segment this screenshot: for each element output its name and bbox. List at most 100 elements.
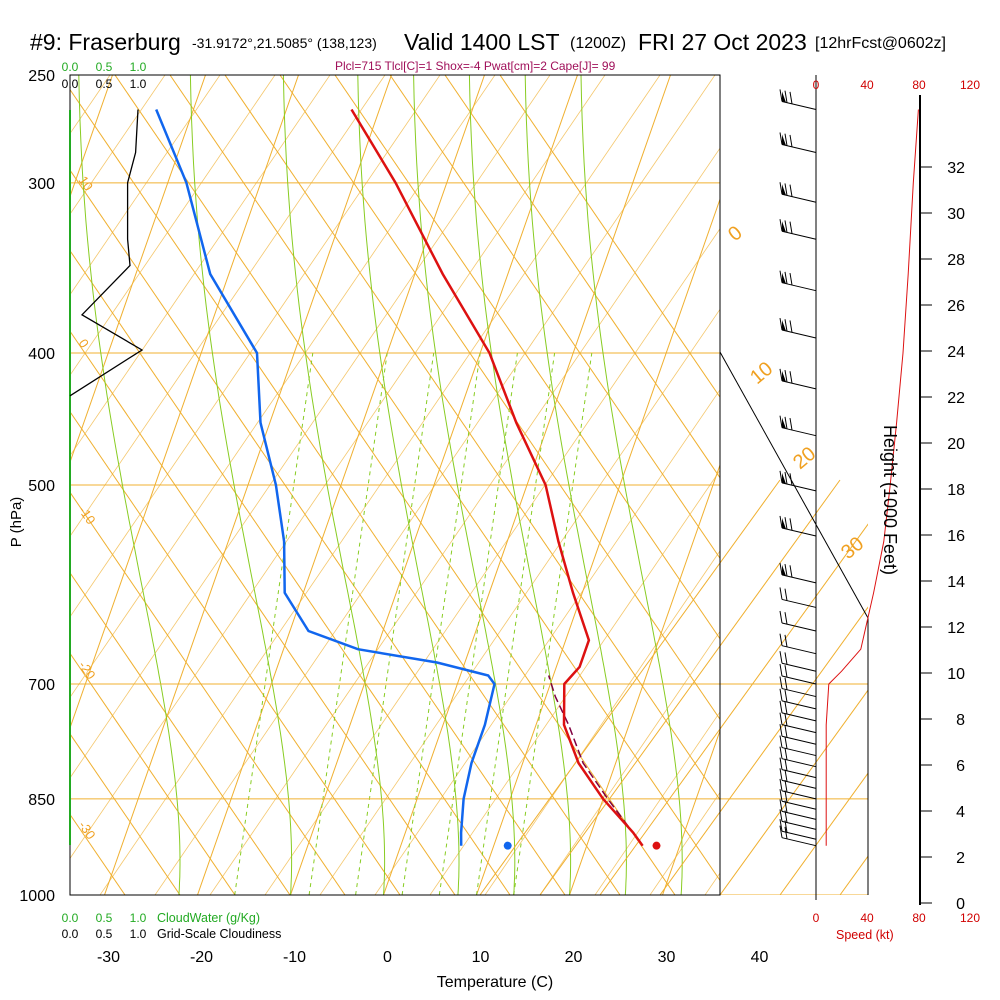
wind-barb-pennant xyxy=(782,370,786,382)
wind-barb-feather xyxy=(779,219,783,232)
wind-barb-feather xyxy=(779,700,783,713)
wind-barb-feather xyxy=(779,317,783,331)
wind-envelope-line xyxy=(719,351,869,619)
wind-barb xyxy=(781,747,817,757)
wind-barb-feather xyxy=(789,273,793,286)
wind-barb-feather xyxy=(789,221,793,234)
wind-barb-feather xyxy=(779,270,783,283)
temperature-tick-label: -20 xyxy=(190,949,213,966)
moist-diag-line xyxy=(70,75,166,215)
wind-barb xyxy=(781,144,817,153)
wind-barb xyxy=(781,427,817,437)
valid-date: FRI 27 Oct 2023 xyxy=(638,29,807,55)
ext-line xyxy=(599,523,868,895)
dry-adiabat-line xyxy=(70,330,456,895)
isotherm-line xyxy=(0,75,20,895)
pressure-tick-label: 400 xyxy=(28,346,55,363)
wind-barb-feather xyxy=(789,320,793,333)
station-title: #9: Fraserburg xyxy=(30,29,181,55)
height-tick-label: 16 xyxy=(947,528,965,545)
temperature-profile xyxy=(350,108,644,847)
isotherm-line xyxy=(197,75,485,895)
wind-barb-feather xyxy=(779,809,783,822)
cloudiness-tick: 0.5 xyxy=(96,927,113,941)
moist-diag-line xyxy=(319,308,720,895)
cloud-ticks-top: 0.0 0.0 0.5 0.5 1.0 1.0 xyxy=(62,60,147,845)
moist-diag-line xyxy=(154,75,716,895)
wind-barb-feather xyxy=(784,725,788,738)
wind-barb-feather xyxy=(779,651,783,664)
height-tick-label: 6 xyxy=(956,758,965,775)
moist-diag-line xyxy=(539,630,720,895)
moist-adiabat-line xyxy=(580,75,683,895)
height-tick-label: 24 xyxy=(947,344,965,361)
wind-barb-feather xyxy=(784,790,788,803)
wind-barb xyxy=(781,700,817,710)
wind-barb-feather xyxy=(779,676,783,689)
moist-diag-line xyxy=(70,75,606,860)
wind-barb-feather xyxy=(784,90,788,103)
wind-barb-feather xyxy=(779,688,783,701)
stability-indices: Plcl=715 Tlcl[C]=1 Shox=-4 Pwat[cm]=2 Ca… xyxy=(335,59,616,73)
wind-barb-feather xyxy=(784,800,788,813)
wind-barb-feather xyxy=(779,562,783,575)
wind-barb xyxy=(781,282,817,292)
wind-barb-feather xyxy=(789,91,793,104)
moist-diag-line xyxy=(70,75,221,296)
wind-barb-feather xyxy=(779,415,783,428)
wind-barb-feather xyxy=(784,689,788,703)
wind-barb-feather xyxy=(784,588,788,601)
wind-barb-feather xyxy=(779,182,783,195)
mixing-ratio-label: 5 xyxy=(415,900,432,914)
wind-barb-feather xyxy=(784,517,788,530)
mixing-ratio-line xyxy=(401,352,481,895)
wind-barb-pennant xyxy=(782,134,786,146)
wind-barb-feather xyxy=(789,184,793,197)
wind-barb xyxy=(781,230,817,240)
moist-diag-line xyxy=(70,75,551,779)
wind-barb-pennant xyxy=(782,472,786,484)
wind-barb-feather xyxy=(779,663,783,677)
wind-barb-feather xyxy=(779,819,783,832)
wind-barb xyxy=(781,837,817,847)
wind-barb-feather xyxy=(784,736,788,749)
temperature-tick-label: 10 xyxy=(472,949,490,966)
cloud-water-tick: 1.0 xyxy=(130,911,147,925)
dry-adiabat-line xyxy=(70,491,346,895)
cloudiness-tick: 1.0 xyxy=(130,927,147,941)
dry-adiabat-line xyxy=(114,75,676,895)
wind-barb xyxy=(781,779,817,789)
cloudiness-tick: 0.0 xyxy=(62,927,79,941)
pressure-tick-label: 250 xyxy=(28,68,55,85)
ext-line xyxy=(479,479,781,895)
wind-barb xyxy=(781,482,817,492)
pressure-tick-label: 500 xyxy=(28,478,55,495)
speed-tick-label: 0 xyxy=(813,911,820,925)
dewpoint-profile xyxy=(155,109,496,846)
height-tick-label: 18 xyxy=(947,482,965,499)
wind-barb-feather xyxy=(789,134,793,147)
wind-barb xyxy=(781,830,817,840)
wind-barb-feather xyxy=(784,677,788,690)
wind-panel: 0040408080120120024681012141618202224262… xyxy=(719,75,980,925)
dry-adiabat-line xyxy=(70,410,401,895)
height-tick-label: 20 xyxy=(947,436,965,453)
cloud-water-tick: 0.5 xyxy=(96,60,113,74)
wind-barb-feather xyxy=(784,220,788,233)
isotherm-label: 10 xyxy=(76,173,97,193)
wind-barb-pennant xyxy=(782,517,786,529)
ext-line xyxy=(719,689,868,895)
wind-barb-feather xyxy=(784,612,788,625)
wind-barb xyxy=(781,574,817,584)
x-axis-label: Temperature (C) xyxy=(437,974,553,991)
moist-diag-line xyxy=(429,469,720,895)
wind-barb-feather xyxy=(784,319,788,332)
speed-tick-label: 120 xyxy=(960,911,980,925)
isotherm-line xyxy=(476,197,720,895)
mixing-ratio-label: 1 xyxy=(220,898,237,912)
wind-barb-feather xyxy=(784,652,788,665)
dry-adiabat-line xyxy=(389,75,720,560)
parcel-trace xyxy=(547,675,644,847)
moist-diag-line xyxy=(209,147,720,895)
height-axis-label: Height (1000 Feet) xyxy=(880,425,900,575)
